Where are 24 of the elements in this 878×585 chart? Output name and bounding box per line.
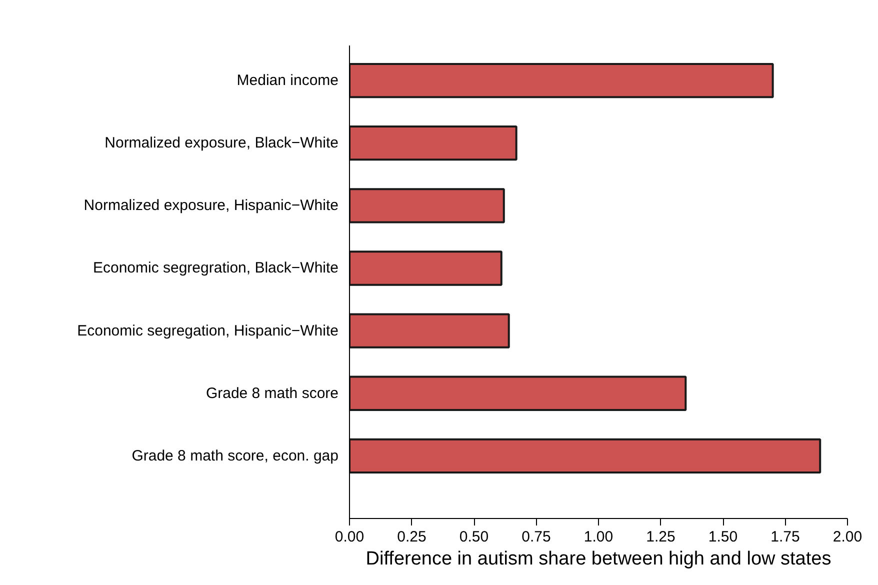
x-tick-label: 0.75	[522, 528, 551, 546]
y-tick-label: Median income	[236, 72, 338, 90]
x-tick-label: 0.00	[334, 528, 364, 546]
y-tick-label: Normalized exposure, Hispanic−White	[84, 197, 339, 214]
bar	[350, 438, 822, 474]
x-tick-label: 0.50	[459, 528, 489, 546]
y-tick-label: Economic segregation, Hispanic−White	[77, 322, 339, 340]
bar	[350, 376, 687, 411]
x-tick-label: 2.00	[832, 528, 862, 546]
bar	[350, 126, 518, 161]
y-tick-label: Economic segregration, Black−White	[92, 260, 338, 277]
x-tick-label: 0.25	[397, 528, 426, 546]
x-tick-label: 1.50	[708, 528, 738, 546]
x-tick-label: 1.25	[646, 528, 676, 546]
bar	[350, 188, 505, 224]
bar	[350, 250, 502, 286]
y-tick-label: Grade 8 math score, econ. gap	[132, 447, 339, 464]
x-axis-title: Difference in autism share between high and low states	[366, 548, 832, 570]
x-tick-label: 1.00	[584, 528, 614, 546]
bar	[350, 62, 774, 98]
y-tick-label: Grade 8 math score	[206, 384, 338, 402]
y-tick-label: Normalized exposure, Black−White	[104, 134, 339, 152]
x-tick-label: 1.75	[770, 528, 800, 546]
bar	[350, 313, 510, 348]
